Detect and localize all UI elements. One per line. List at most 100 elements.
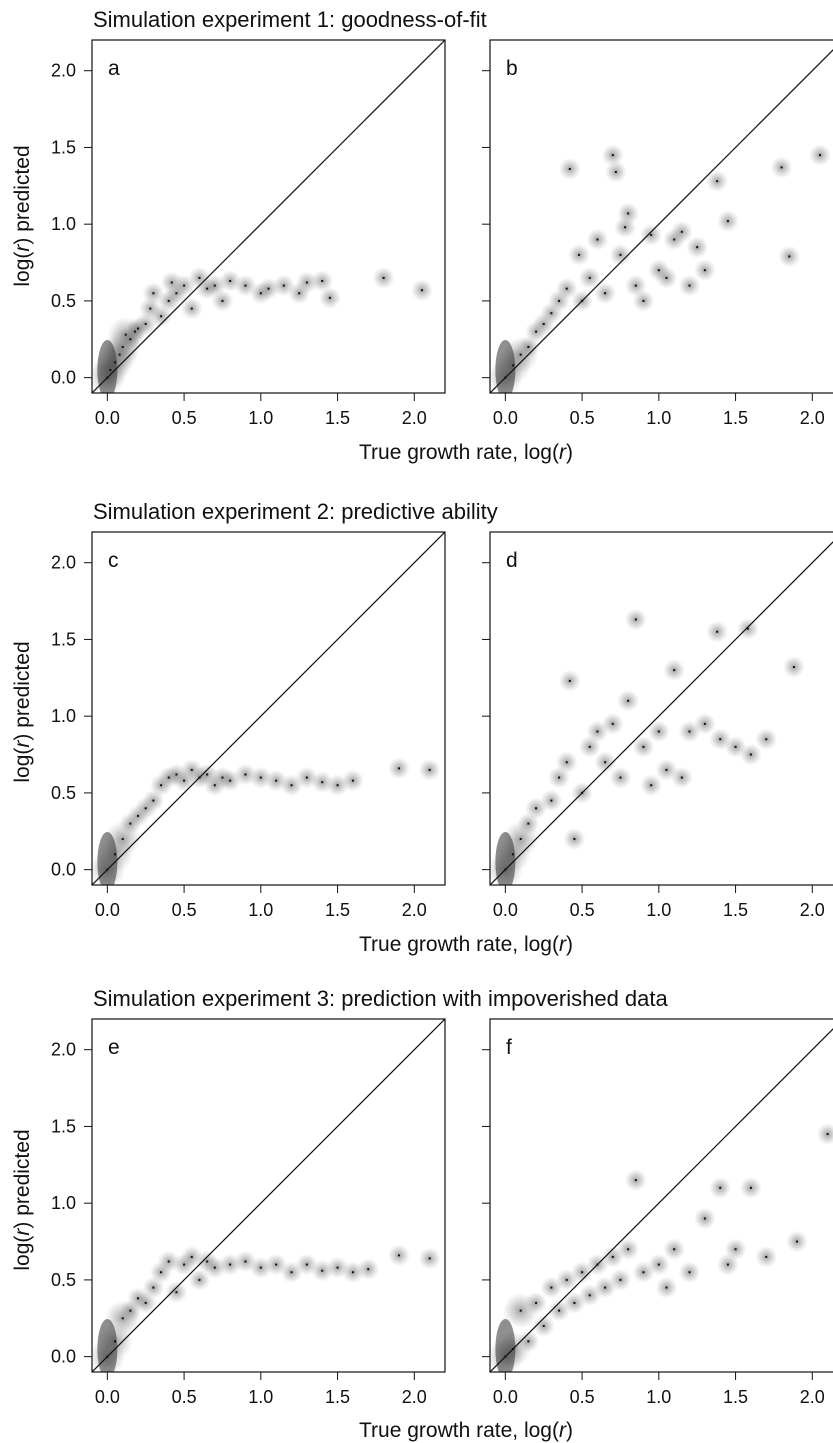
density-core — [97, 1318, 118, 1372]
data-point — [275, 779, 278, 782]
data-point — [504, 376, 507, 379]
data-point — [298, 292, 301, 295]
data-point — [527, 1340, 530, 1343]
data-point — [604, 292, 607, 295]
data-point — [121, 1317, 124, 1320]
data-point — [657, 730, 660, 733]
data-point — [634, 618, 637, 621]
data-point — [206, 287, 209, 290]
data-point — [206, 1260, 209, 1263]
data-point — [175, 292, 178, 295]
y-tick-label: 2.0 — [51, 61, 76, 81]
data-point — [596, 238, 599, 241]
data-point — [259, 1266, 262, 1269]
data-point — [129, 822, 132, 825]
panel-frame — [489, 1018, 833, 1373]
data-point — [703, 1217, 706, 1220]
data-point — [703, 722, 706, 725]
data-point — [336, 1266, 339, 1269]
data-point — [726, 220, 729, 223]
data-point — [673, 238, 676, 241]
data-point — [321, 279, 324, 282]
data-point — [634, 284, 637, 287]
data-point — [765, 738, 768, 741]
plot-area-a — [92, 40, 445, 393]
data-point — [780, 166, 783, 169]
data-point — [734, 1248, 737, 1251]
data-point — [167, 299, 170, 302]
data-point — [137, 1297, 140, 1300]
data-point — [627, 1248, 630, 1251]
x-tick-label: 1.0 — [646, 900, 671, 920]
data-point — [198, 1278, 201, 1281]
data-point — [642, 299, 645, 302]
data-point — [152, 1286, 155, 1289]
data-point — [596, 730, 599, 733]
data-point — [519, 353, 522, 356]
row-title-3: Simulation experiment 3: prediction with… — [93, 986, 669, 1011]
y-tick-label: 1.5 — [51, 629, 76, 649]
x-tick-label: 0.0 — [95, 900, 120, 920]
x-tick-label: 0.5 — [172, 408, 197, 428]
x-tick-label: 2.0 — [800, 408, 825, 428]
x-tick-label: 0.0 — [95, 1387, 120, 1407]
data-point — [535, 807, 538, 810]
panel-letter: c — [108, 549, 119, 572]
data-point — [588, 276, 591, 279]
data-point — [550, 1286, 553, 1289]
x-tick-label: 0.0 — [493, 408, 518, 428]
data-point — [519, 837, 522, 840]
data-point — [818, 154, 821, 157]
data-point — [719, 738, 722, 741]
data-point — [229, 279, 232, 282]
data-point — [703, 269, 706, 272]
data-point — [642, 1271, 645, 1274]
data-point — [504, 1355, 507, 1358]
x-tick-label: 1.0 — [646, 1387, 671, 1407]
plot-area-b — [490, 49, 833, 393]
panel-frame — [489, 39, 833, 394]
y-tick-label: 0.0 — [51, 1347, 76, 1367]
x-tick-label: 2.0 — [800, 900, 825, 920]
data-point — [106, 868, 109, 871]
data-point — [527, 345, 530, 348]
panel-letter: a — [108, 57, 120, 80]
x-tick-label: 1.0 — [646, 408, 671, 428]
density-core — [495, 1318, 516, 1372]
panel-letter: e — [108, 1036, 120, 1059]
data-point — [129, 1309, 132, 1312]
data-point — [183, 284, 186, 287]
x-tick-label: 0.5 — [570, 900, 595, 920]
data-point — [519, 1309, 522, 1312]
data-point — [170, 281, 173, 284]
y-tick-label: 1.0 — [51, 1193, 76, 1213]
plot-area-f — [490, 1028, 833, 1372]
data-point — [152, 292, 155, 295]
data-point — [719, 1186, 722, 1189]
y-tick-label: 1.5 — [51, 137, 76, 157]
x-tick-label: 1.5 — [723, 900, 748, 920]
x-tick-label: 2.0 — [800, 1387, 825, 1407]
x-tick-label: 1.5 — [325, 408, 350, 428]
data-point — [206, 773, 209, 776]
data-point — [716, 180, 719, 183]
data-point — [244, 773, 247, 776]
data-point — [282, 284, 285, 287]
x-tick-label: 1.5 — [723, 408, 748, 428]
data-point — [765, 1255, 768, 1258]
data-point — [328, 296, 331, 299]
data-point — [665, 276, 668, 279]
x-tick-label: 1.5 — [325, 1387, 350, 1407]
data-point — [213, 1266, 216, 1269]
data-point — [565, 761, 568, 764]
data-point — [512, 853, 515, 856]
x-axis-label-row-3: True growth rate, log(r) — [359, 1419, 573, 1442]
data-point — [183, 1263, 186, 1266]
data-point — [213, 284, 216, 287]
data-point — [137, 327, 140, 330]
data-point — [175, 1291, 178, 1294]
data-point — [535, 330, 538, 333]
data-point — [826, 1133, 829, 1136]
x-axis-label-row-1: True growth rate, log(r) — [359, 441, 573, 464]
y-tick-label: 0.5 — [51, 291, 76, 311]
